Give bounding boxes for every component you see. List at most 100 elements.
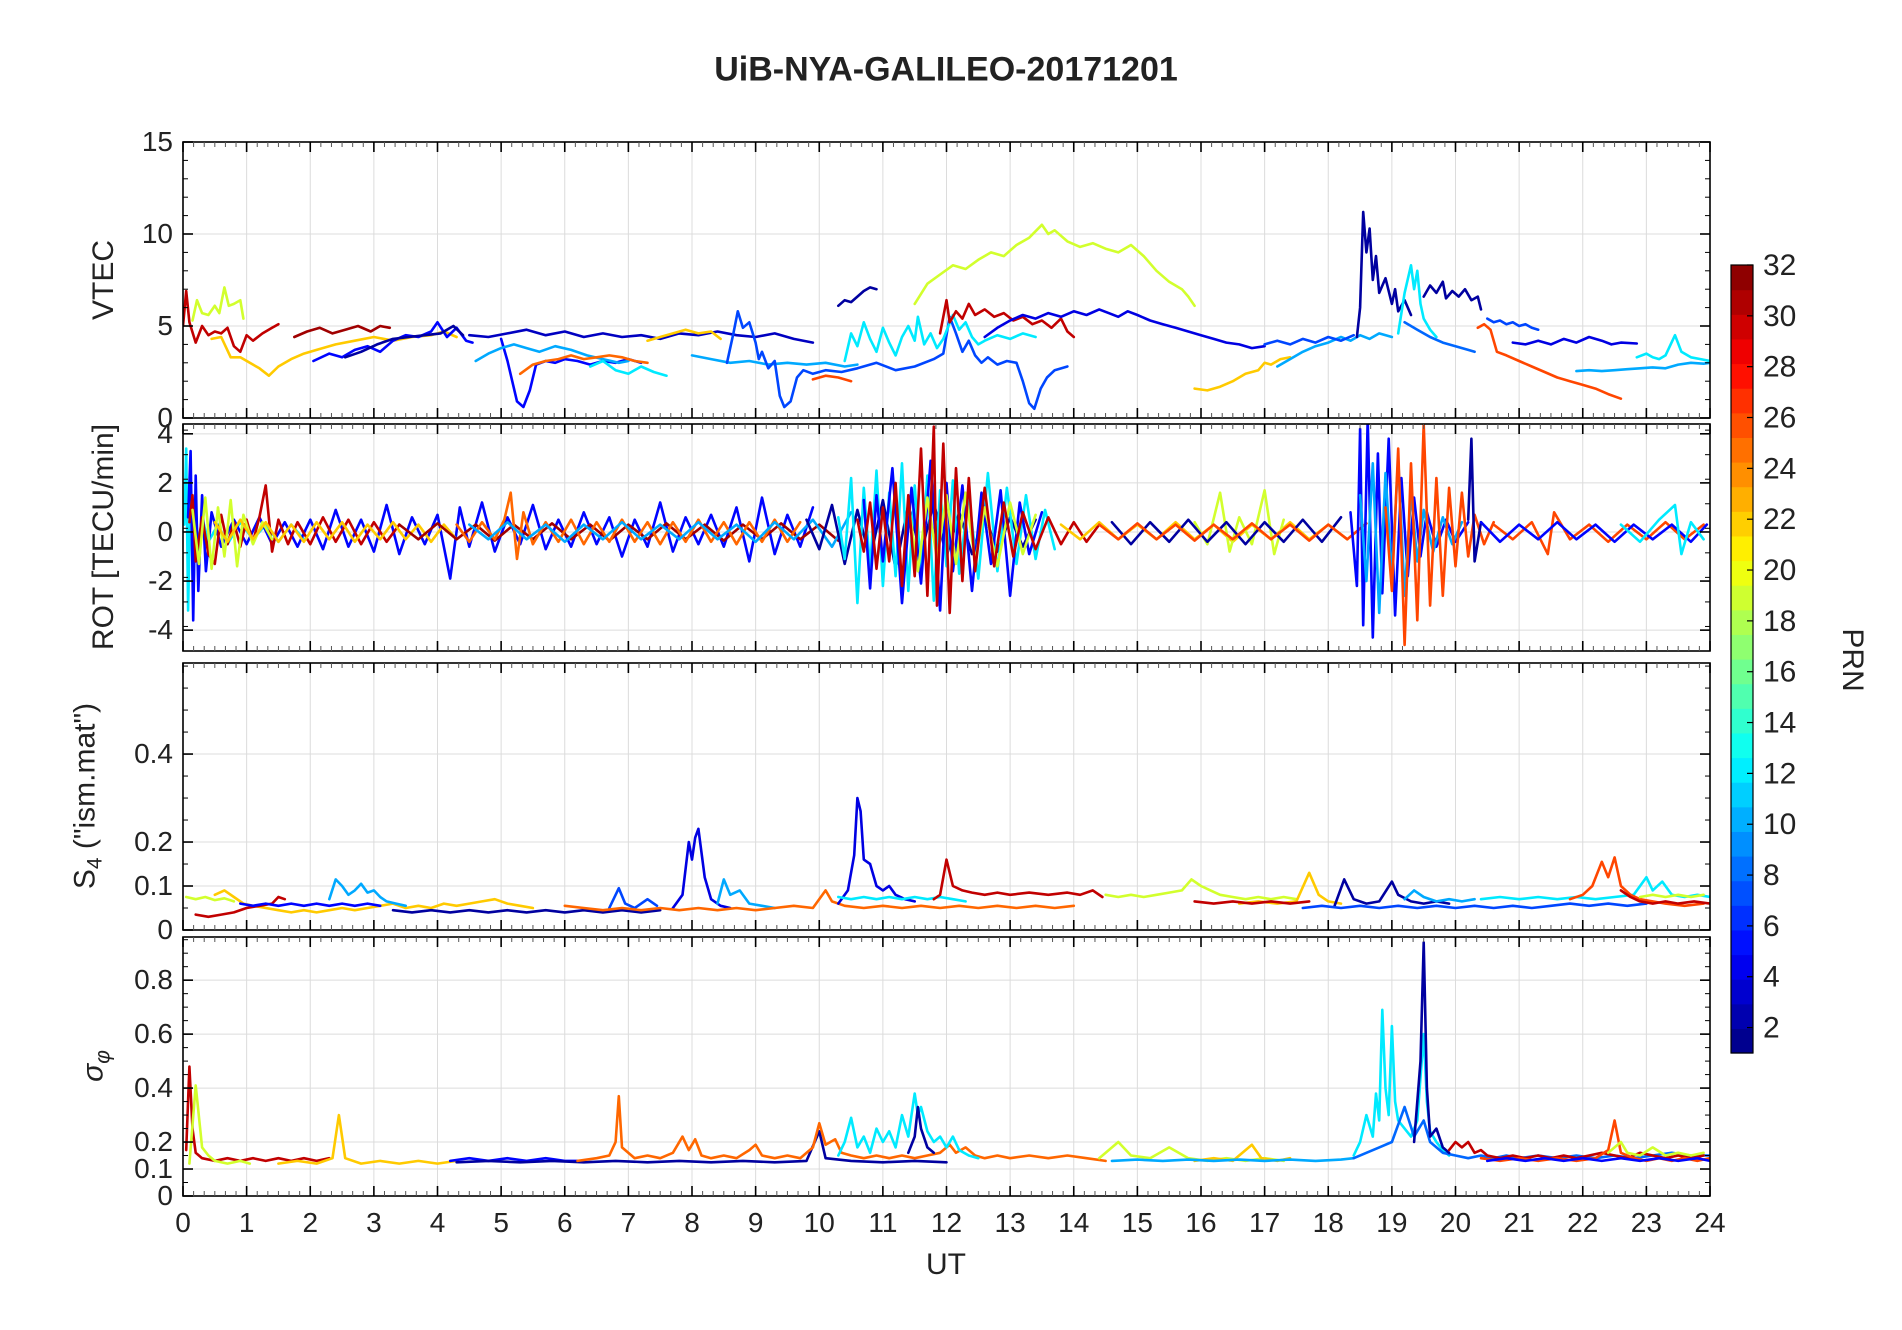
x-tick-label: 23	[1631, 1207, 1662, 1238]
y-tick-label: 0.8	[134, 964, 173, 995]
colorbar-tick-label: 10	[1763, 808, 1796, 841]
prn-10-trace	[690, 354, 859, 368]
y-axis-label-rot: ROT [TECU/min]	[87, 423, 120, 651]
prn-19-trace	[191, 286, 245, 322]
prn-30-trace	[184, 1065, 331, 1163]
y-tick-label: -2	[148, 565, 173, 596]
prn-25-trace	[455, 491, 802, 561]
x-tick-label: 10	[804, 1207, 835, 1238]
y-tick-label: 4	[157, 418, 173, 449]
prn-26-trace	[1097, 522, 1368, 542]
x-tick-label: 12	[931, 1207, 962, 1238]
prn-30-trace	[1619, 889, 1710, 905]
prn-12-trace	[836, 895, 967, 903]
prn-2-trace	[1466, 437, 1483, 563]
y-tick-label: 0.2	[134, 1126, 173, 1157]
prn-4-trace	[671, 827, 732, 910]
y-axis-label-vtec: VTEC	[87, 239, 120, 321]
prn-2-trace	[1355, 210, 1413, 339]
prn-12-trace	[843, 313, 1037, 363]
prn-19-trace	[1606, 1140, 1705, 1157]
prn-2-trace	[836, 286, 878, 308]
prn-5-trace	[1479, 520, 1709, 544]
prn-19-trace	[913, 223, 1196, 308]
prn-2-trace	[1110, 515, 1343, 546]
prn-7-trace	[1263, 333, 1355, 346]
prn-10-trace	[1276, 332, 1394, 368]
prn-26-trace	[1476, 322, 1623, 401]
x-tick-label: 4	[430, 1207, 446, 1238]
prn-7-trace	[1486, 317, 1540, 332]
vtec-panel: 0 5 10 15	[142, 126, 1711, 433]
y-tick-label: 10	[142, 218, 173, 249]
prn-2-trace	[343, 324, 465, 359]
prn-5-trace	[312, 320, 474, 363]
prn-10-trace	[1110, 1156, 1355, 1163]
prn-3-trace	[467, 328, 815, 344]
x-tick-label: 5	[493, 1207, 509, 1238]
prn-12-trace	[1635, 333, 1710, 363]
colorbar-tick-label: 26	[1763, 402, 1796, 435]
x-tick-label: 14	[1058, 1207, 1089, 1238]
prn-10-trace	[327, 878, 408, 908]
x-tick-label: 16	[1185, 1207, 1216, 1238]
prn-5-trace	[239, 902, 382, 908]
y-axis-label-sigma-phi: σφ	[76, 1050, 115, 1082]
x-axis-label: UT	[926, 1248, 966, 1281]
prn-19-trace	[1638, 893, 1705, 899]
data-traces	[184, 796, 1710, 919]
prn-2-trace	[906, 1105, 936, 1155]
prn-26-trace	[1384, 424, 1495, 647]
y-tick-label: 0	[157, 402, 173, 433]
y-tick-label: 15	[142, 126, 173, 157]
data-traces	[184, 941, 1710, 1165]
x-tick-label: 15	[1122, 1207, 1153, 1238]
colorbar-tick-label: 24	[1763, 452, 1796, 485]
colorbar-tick-label: 22	[1763, 503, 1796, 536]
colorbar-tick-label: 6	[1763, 910, 1780, 943]
prn-25-trace	[518, 354, 649, 376]
x-tick-label: 13	[995, 1207, 1026, 1238]
prn-19-trace	[906, 491, 1037, 573]
prn-5-trace	[1486, 1156, 1710, 1163]
prn-5-trace	[1349, 424, 1470, 639]
prn-25-trace	[563, 889, 1076, 912]
prn-10-trace	[716, 878, 777, 910]
prn-19-trace	[191, 496, 274, 571]
colorbar-tick-label: 14	[1763, 707, 1796, 740]
colorbar-label: PRN	[1836, 628, 1869, 692]
y-axis-label-s4: S4 ("ism.mat")	[68, 702, 107, 890]
prn-30-trace	[932, 858, 1104, 901]
y-tick-label: 0.4	[134, 738, 173, 769]
prn-7-trace	[607, 886, 659, 910]
y-tick-label: 5	[157, 310, 173, 341]
prn-19-trace	[1104, 878, 1298, 901]
prn-2-trace	[391, 908, 662, 914]
prn-31-trace	[292, 324, 392, 339]
prn-22-trace	[213, 518, 458, 544]
prn-2-trace	[455, 1130, 948, 1164]
colorbar-tick-label: 28	[1763, 351, 1796, 384]
prn-22-trace	[646, 328, 722, 343]
rot-panel: -4 -2 0 2 4	[148, 418, 1711, 652]
chart-title: UiB-NYA-GALILEO-20171201	[714, 50, 1178, 89]
colorbar-tick-label: 20	[1763, 554, 1796, 587]
prn-2-trace	[1412, 941, 1451, 1155]
prn-19-trace	[184, 895, 236, 903]
y-tick-label: 0	[157, 516, 173, 547]
x-tick-label: 20	[1440, 1207, 1471, 1238]
x-tick-label: 0	[175, 1207, 191, 1238]
prn-30-trace	[1447, 1140, 1705, 1160]
x-tick-label: 2	[302, 1207, 318, 1238]
y-tick-label: 0	[157, 914, 173, 945]
prn-12-trace	[1619, 503, 1705, 556]
prn-12-trace	[836, 1092, 980, 1160]
prn-7-trace	[1301, 902, 1648, 910]
y-tick-label: 2	[157, 467, 173, 498]
y-tick-label: 0.6	[134, 1018, 173, 1049]
colorbar-tick-label: 2	[1763, 1012, 1780, 1045]
prn-2-trace	[1333, 878, 1451, 908]
x-tick-label: 24	[1694, 1207, 1725, 1238]
colorbar-tick-label: 18	[1763, 605, 1796, 638]
